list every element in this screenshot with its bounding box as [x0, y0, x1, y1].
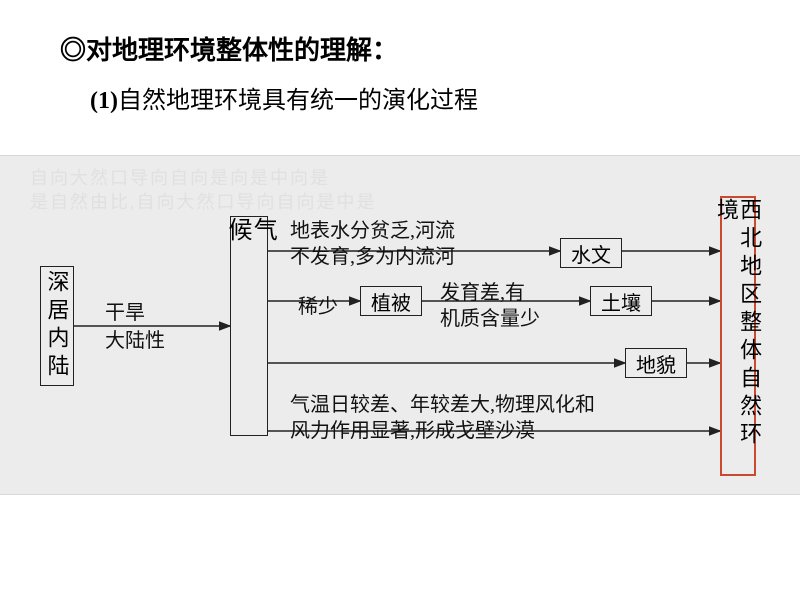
faint-bg-text: 是自然由比,自向大然口导向自向是中是 — [30, 188, 377, 214]
label-geo1: 气温日较差、年较差大,物理风化和 — [290, 388, 595, 417]
heading-2-text: 自然地理环境具有统一的演化过程 — [118, 88, 478, 114]
node-hydro: 水文 — [560, 238, 622, 268]
node-land: 地貌 — [625, 348, 687, 378]
node-veg: 植被 — [360, 286, 422, 316]
label-geo2: 风力作用显著,形成戈壁沙漠 — [290, 414, 535, 443]
node-soil: 土壤 — [590, 286, 652, 316]
heading-2: (1)自然地理环境具有统一的演化过程 — [90, 80, 478, 115]
heading-2-num: (1) — [90, 88, 118, 114]
label-arid2: 大陆性 — [105, 324, 165, 353]
flowchart-area: 自向大然口导向自向是向是中向是是自然由比,自向大然口导向自向是中是深居内陆 气候 植… — [0, 155, 800, 495]
label-water2: 不发育,多为内流河 — [290, 240, 455, 269]
label-sparse: 稀少 — [298, 290, 338, 319]
node-result: 西北地区整体自然环境 — [720, 196, 756, 476]
heading-1: ◎对地理环境整体性的理解： — [60, 30, 398, 67]
label-soil1: 发育差,有 — [440, 276, 525, 305]
label-soil2: 机质含量少 — [440, 302, 540, 331]
node-start: 深居内陆 — [40, 266, 74, 386]
faint-bg-text: 自向大然口导向自向是向是中向是 — [30, 164, 330, 190]
label-arid1: 干旱 — [105, 296, 145, 325]
label-water1: 地表水分贫乏,河流 — [290, 214, 455, 243]
node-climate: 气候 — [230, 216, 268, 436]
